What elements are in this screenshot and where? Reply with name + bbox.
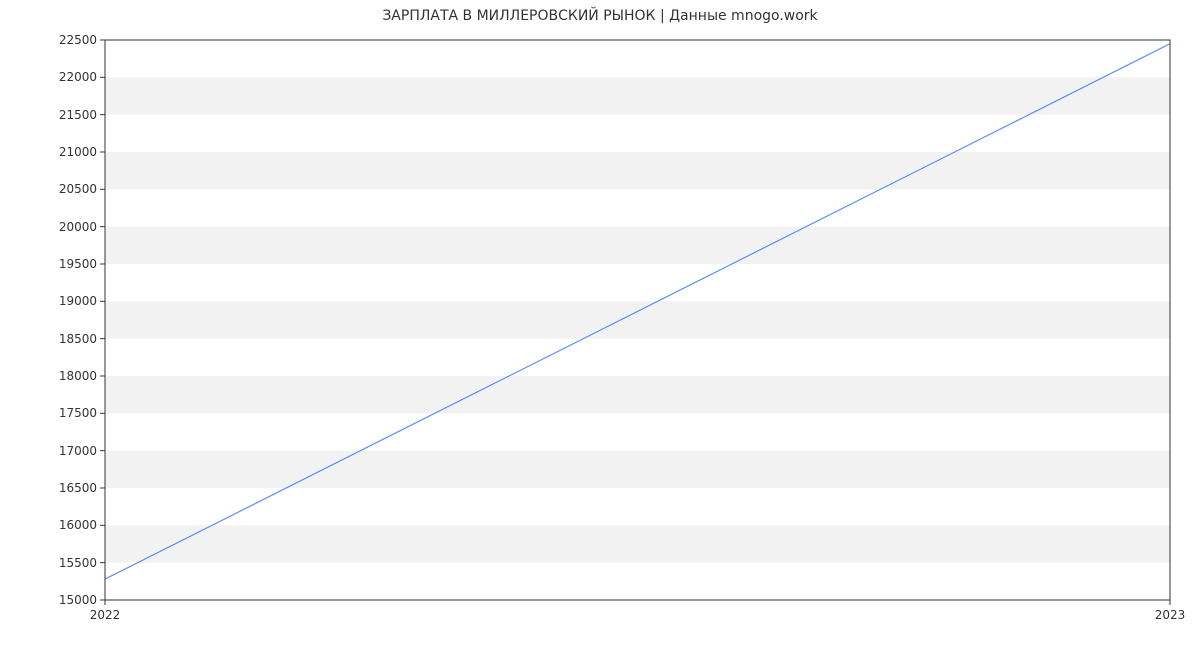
y-tick-label: 16500 (59, 481, 97, 495)
y-tick-label: 20500 (59, 182, 97, 196)
y-tick-label: 21000 (59, 145, 97, 159)
y-tick-label: 20000 (59, 220, 97, 234)
y-tick-label: 19000 (59, 294, 97, 308)
y-tick-label: 22500 (59, 33, 97, 47)
y-tick-label: 18500 (59, 332, 97, 346)
x-tick-label: 2023 (1155, 608, 1186, 622)
y-tick-label: 15000 (59, 593, 97, 607)
y-tick-label: 18000 (59, 369, 97, 383)
x-tick-label: 2022 (90, 608, 121, 622)
y-tick-label: 16000 (59, 518, 97, 532)
y-tick-label: 19500 (59, 257, 97, 271)
y-tick-label: 17000 (59, 444, 97, 458)
y-tick-label: 15500 (59, 556, 97, 570)
y-tick-label: 17500 (59, 406, 97, 420)
y-tick-label: 22000 (59, 70, 97, 84)
y-tick-label: 21500 (59, 108, 97, 122)
line-chart (0, 0, 1200, 654)
